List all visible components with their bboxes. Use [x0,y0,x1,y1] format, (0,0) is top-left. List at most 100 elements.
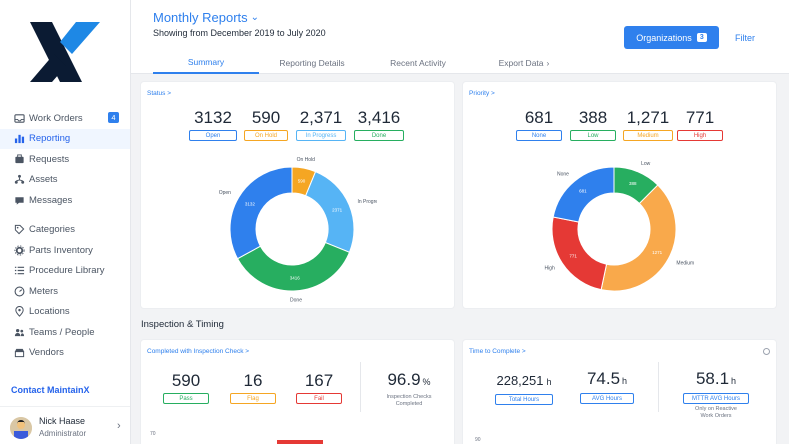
sidebar-item-label: Procedure Library [29,265,105,277]
stat-tag: Fail [296,393,342,404]
slice-category-label: High [544,266,555,272]
sidebar-item-parts-inventory[interactable]: Parts Inventory [0,240,130,261]
inspection-link[interactable]: Completed with Inspection Check > [147,348,250,355]
tab-export-data[interactable]: Export Data › [498,58,550,68]
sidebar-item-assets[interactable]: Assets [0,170,130,191]
donut-slice-high[interactable] [551,216,608,291]
stat-value: 3,416 [357,108,401,127]
page-title-dropdown[interactable]: Monthly Reports ⌄ [153,10,259,25]
slice-category-label: None [557,172,569,178]
priority-link[interactable]: Priority > [469,90,495,97]
sidebar-item-teams-people[interactable]: Teams / People [0,322,130,343]
tag-icon [13,224,25,236]
mttr-caption: Only on Reactive Work Orders [695,406,737,419]
stat-value: 167 [304,371,334,390]
sidebar-item-vendors[interactable]: Vendors [0,343,130,364]
donut-slice-done[interactable] [236,241,351,292]
status-card: Status > 3132 Open 590 On Hold 2,371 In … [141,82,454,308]
divider [658,362,659,412]
stat-tag: In Progress [296,130,346,141]
bar-pass[interactable] [277,440,323,444]
sidebar-item-label: Teams / People [29,326,95,338]
axis-tick-label: 70 [150,431,156,437]
organizations-label: Organizations [636,32,692,43]
filter-button[interactable]: Filter [735,33,755,43]
slice-value-label: 681 [579,189,587,194]
bar-chart-icon [13,133,25,145]
user-role: Administrator [39,429,87,438]
sidebar: Work Orders 4 Reporting Requests Assets … [0,0,131,444]
location-icon [13,306,25,318]
user-profile[interactable]: Nick Haase Administrator › [0,406,130,444]
stat-tag: Total Hours [495,394,553,405]
sidebar-item-label: Categories [29,224,75,236]
sidebar-item-locations[interactable]: Locations [0,302,130,323]
sidebar-nav: Work Orders 4 Reporting Requests Assets … [0,108,130,363]
stat-fail: 167 Fail [296,372,342,404]
inbox-icon [13,112,25,124]
sidebar-item-label: Parts Inventory [29,244,93,256]
slice-value-label: 3132 [245,201,256,206]
sidebar-item-label: Vendors [29,347,64,359]
sidebar-item-label: Meters [29,285,59,297]
stat-tag: Low [570,130,616,141]
stat-tag: Done [354,130,404,141]
stat-value: 771 [685,108,715,127]
stat-tag: Flag [230,393,276,404]
stat-tag: High [677,130,723,141]
stat-value: 2,371 [299,108,343,127]
donut-slice-in-progress[interactable] [305,170,355,253]
people-icon [13,326,25,338]
stat-value: 681 [524,108,554,127]
slice-category-label: On Hold [297,157,316,163]
donut-slice-open[interactable] [229,166,293,260]
list-icon [13,265,25,277]
stat-tag: MTTR AVG Hours [683,393,749,404]
tab-recent-activity[interactable]: Recent Activity [390,58,446,68]
stat-low: 388 Low [570,109,616,141]
sidebar-item-procedure-library[interactable]: Procedure Library [0,261,130,282]
completion-rate: 96.9% Inspection Checks Completed [375,371,443,408]
settings-icon[interactable] [763,348,770,355]
sidebar-item-requests[interactable]: Requests [0,149,130,170]
donut-slice-medium[interactable] [600,184,677,292]
contact-link[interactable]: Contact MaintainX [11,385,90,395]
sidebar-item-label: Work Orders [29,112,83,124]
inspection-card: Completed with Inspection Check > 590 Pa… [141,340,454,444]
report-tabs: Summary Reporting Details Recent Activit… [153,52,577,74]
sidebar-item-meters[interactable]: Meters [0,281,130,302]
stat-none: 681 None [516,109,562,141]
slice-category-label: Low [641,161,651,167]
completion-value: 96.9 [387,370,421,389]
tab-reporting-details[interactable]: Reporting Details [279,58,345,68]
avatar [10,417,32,439]
vendor-icon [13,347,25,359]
donut-slice-none[interactable] [552,166,615,223]
stat-total-hours: 228,251 h Total Hours [489,372,559,405]
sidebar-item-categories[interactable]: Categories [0,220,130,241]
organizations-button[interactable]: Organizations 3 [624,26,719,49]
tab-summary[interactable]: Summary [153,52,259,74]
time-card: Time to Complete > 228,251 h Total Hours … [463,340,776,444]
sidebar-item-work-orders[interactable]: Work Orders 4 [0,108,130,129]
stat-value: 590 [171,371,201,390]
assets-icon [13,174,25,186]
stat-done: 3,416 Done [354,109,404,141]
maintainx-logo-icon[interactable] [26,20,104,84]
meter-icon [13,285,25,297]
stat-avg-hours: 74.5 h AVG Hours [580,370,634,404]
stat-pass: 590 Pass [163,372,209,404]
user-name: Nick Haase [39,416,86,426]
sidebar-item-messages[interactable]: Messages [0,190,130,211]
stat-value: 228,251 [496,373,544,388]
status-link[interactable]: Status > [147,90,172,97]
time-to-complete-link[interactable]: Time to Complete > [469,348,526,355]
stat-tag: Pass [163,393,209,404]
status-donut-chart: 590 On Hold 2371 In Progress 3416 Done 3132 Ope… [219,157,377,304]
stat-tag: Medium [623,130,673,141]
sidebar-item-reporting[interactable]: Reporting [0,128,130,149]
slice-category-label: Medium [676,260,694,266]
page-header: Monthly Reports ⌄ Showing from December … [131,0,789,74]
divider [360,362,361,412]
chevron-right-icon[interactable]: › [117,420,121,432]
